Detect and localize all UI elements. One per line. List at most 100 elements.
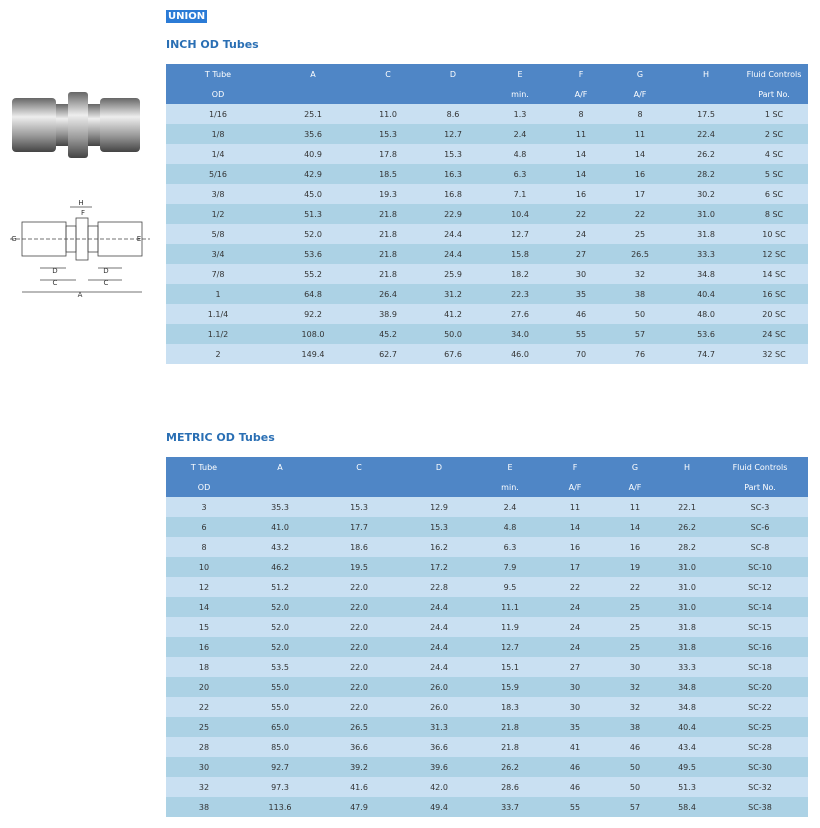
cell: 16.2 [400, 537, 478, 557]
cell: 10 SC [740, 224, 808, 244]
cell: 26.0 [400, 697, 478, 717]
cell: SC-15 [712, 617, 808, 637]
cell: 24 SC [740, 324, 808, 344]
cell: 14 [166, 597, 242, 617]
cell: 1.1/4 [166, 304, 270, 324]
cell: 5/8 [166, 224, 270, 244]
header-row: OD min. A/F A/F Part No. [166, 84, 808, 104]
cell: 43.2 [242, 537, 318, 557]
cell: SC-18 [712, 657, 808, 677]
table-row: 32 97.3 41.6 42.0 28.6 46 50 51.3 SC-32 [166, 777, 808, 797]
cell: 30 [608, 657, 662, 677]
cell: SC-10 [712, 557, 808, 577]
cell: 92.7 [242, 757, 318, 777]
table-row: 1.1/4 92.2 38.9 41.2 27.6 46 50 48.0 20 SC [166, 304, 808, 324]
drawing-label: H [78, 199, 83, 207]
cell: 21.8 [356, 264, 420, 284]
cell: 17.8 [356, 144, 420, 164]
header-cell: T Tube [166, 64, 270, 84]
table-row: 1 64.8 26.4 31.2 22.3 35 38 40.4 16 SC [166, 284, 808, 304]
cell: 22 [166, 697, 242, 717]
product-images: HFG ED DC CA [10, 92, 150, 299]
cell: SC-12 [712, 577, 808, 597]
cell: 27 [554, 244, 608, 264]
cell: 7.9 [478, 557, 542, 577]
cell: 9.5 [478, 577, 542, 597]
cell: SC-8 [712, 537, 808, 557]
cell: 19.3 [356, 184, 420, 204]
cell: 11 [554, 124, 608, 144]
cell: 32 [608, 677, 662, 697]
cell: SC-16 [712, 637, 808, 657]
cell: 40.4 [662, 717, 712, 737]
cell: SC-30 [712, 757, 808, 777]
table-row: 25 65.0 26.5 31.3 21.8 35 38 40.4 SC-25 [166, 717, 808, 737]
cell: 74.7 [672, 344, 740, 364]
header-cell: A/F [554, 84, 608, 104]
table-row: 15 52.0 22.0 24.4 11.9 24 25 31.8 SC-15 [166, 617, 808, 637]
cell: 31.0 [662, 597, 712, 617]
cell: 41.0 [242, 517, 318, 537]
cell: 26.0 [400, 677, 478, 697]
cell: 2.4 [486, 124, 554, 144]
cell: 20 SC [740, 304, 808, 324]
cell: 41.2 [420, 304, 486, 324]
header-cell [420, 84, 486, 104]
cell: 31.0 [672, 204, 740, 224]
cell: 43.4 [662, 737, 712, 757]
drawing-label: E [137, 235, 141, 243]
cell: 33.3 [662, 657, 712, 677]
cell: 15 [166, 617, 242, 637]
cell: 40.4 [672, 284, 740, 304]
cell: 17.2 [400, 557, 478, 577]
table-row: 16 52.0 22.0 24.4 12.7 24 25 31.8 SC-16 [166, 637, 808, 657]
cell: 10 [166, 557, 242, 577]
cell: 12.9 [400, 497, 478, 517]
product-photo [12, 92, 140, 158]
cell: 8 [554, 104, 608, 124]
cell: 40.9 [270, 144, 356, 164]
cell: 46.2 [242, 557, 318, 577]
cell: 1/16 [166, 104, 270, 124]
table-row: 1/16 25.1 11.0 8.6 1.3 8 8 17.5 1 SC [166, 104, 808, 124]
cell: 14 [608, 144, 672, 164]
cell: 21.8 [478, 717, 542, 737]
cell: 113.6 [242, 797, 318, 817]
cell: 31.0 [662, 577, 712, 597]
header-cell: A/F [608, 84, 672, 104]
cell: 32 [608, 697, 662, 717]
cell: 25.9 [420, 264, 486, 284]
cell: 22.3 [486, 284, 554, 304]
cell: 38 [608, 284, 672, 304]
table-row: 20 55.0 22.0 26.0 15.9 30 32 34.8 SC-20 [166, 677, 808, 697]
cell: 1 SC [740, 104, 808, 124]
cell: 1.1/2 [166, 324, 270, 344]
cell: 22.0 [318, 697, 400, 717]
cell: 25 [166, 717, 242, 737]
cell: 34.0 [486, 324, 554, 344]
cell: 18 [166, 657, 242, 677]
header-cell: T Tube [166, 457, 242, 477]
cell: 108.0 [270, 324, 356, 344]
cell: 39.2 [318, 757, 400, 777]
cell: 14 [608, 517, 662, 537]
cell: 22.0 [318, 657, 400, 677]
cell: 38 [608, 717, 662, 737]
cell: 38.9 [356, 304, 420, 324]
cell: 28.2 [662, 537, 712, 557]
cell: 11.9 [478, 617, 542, 637]
drawing-label: A [78, 291, 83, 299]
header-row: T Tube A C D E F G H Fluid Controls [166, 457, 808, 477]
table-row: 7/8 55.2 21.8 25.9 18.2 30 32 34.8 14 SC [166, 264, 808, 284]
cell: 8 SC [740, 204, 808, 224]
cell: 34.8 [662, 697, 712, 717]
cell: 8 [166, 537, 242, 557]
table-row: 12 51.2 22.0 22.8 9.5 22 22 31.0 SC-12 [166, 577, 808, 597]
cell: 11 [542, 497, 608, 517]
cell: 92.2 [270, 304, 356, 324]
cell: 55 [554, 324, 608, 344]
cell: 30 [542, 677, 608, 697]
cell: 19 [608, 557, 662, 577]
cell: 10.4 [486, 204, 554, 224]
cell: 31.8 [662, 617, 712, 637]
